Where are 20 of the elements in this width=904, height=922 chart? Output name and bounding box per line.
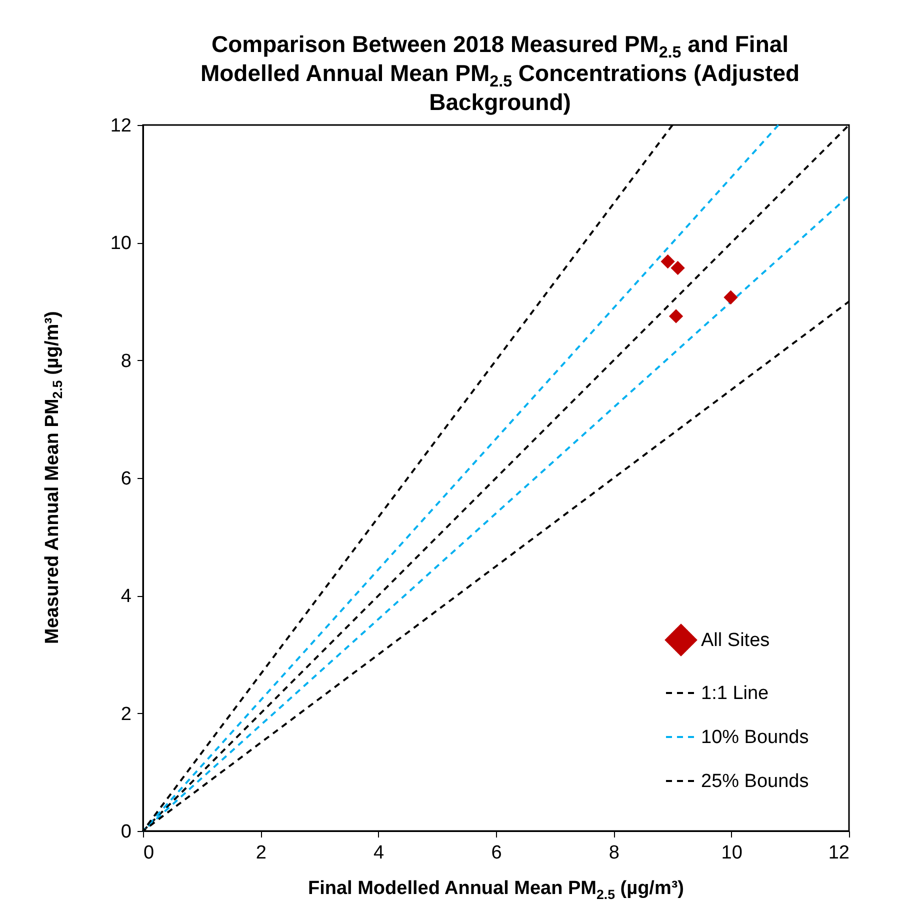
- legend-label: 1:1 Line: [701, 683, 769, 704]
- x-tick-label: 8: [608, 842, 620, 864]
- x-tick-label: 4: [374, 842, 385, 864]
- y-tick-label: 6: [120, 468, 132, 490]
- x-tick-label: 12: [828, 842, 850, 864]
- legend-label: All Sites: [701, 630, 770, 651]
- y-tick-label: 8: [120, 350, 132, 372]
- chart-title: Comparison Between 2018 Measured PM$_{2.5}$ and Final Modelled Annual Mean PM$_{2.5}$ Concentrations (Adjusted Background): [200, 31, 800, 115]
- y-tick-label: 12: [110, 116, 132, 136]
- legend-label: 10% Bounds: [701, 727, 809, 748]
- y-tick-label: 4: [120, 586, 132, 608]
- x-tick-label: 0: [144, 842, 154, 864]
- x-tick-label: 2: [256, 842, 266, 864]
- y-tick-label: 0: [120, 822, 132, 842]
- x-axis-title: Final Modelled Annual Mean PM$_{2.5}$ (µg/m³): [306, 878, 686, 902]
- y-tick-label: 10: [110, 233, 132, 254]
- legend-label: 25% Bounds: [701, 771, 809, 792]
- x-tick-label: 6: [491, 842, 502, 864]
- y-tick-label: 2: [120, 704, 132, 725]
- x-tick-label: 10: [721, 842, 742, 864]
